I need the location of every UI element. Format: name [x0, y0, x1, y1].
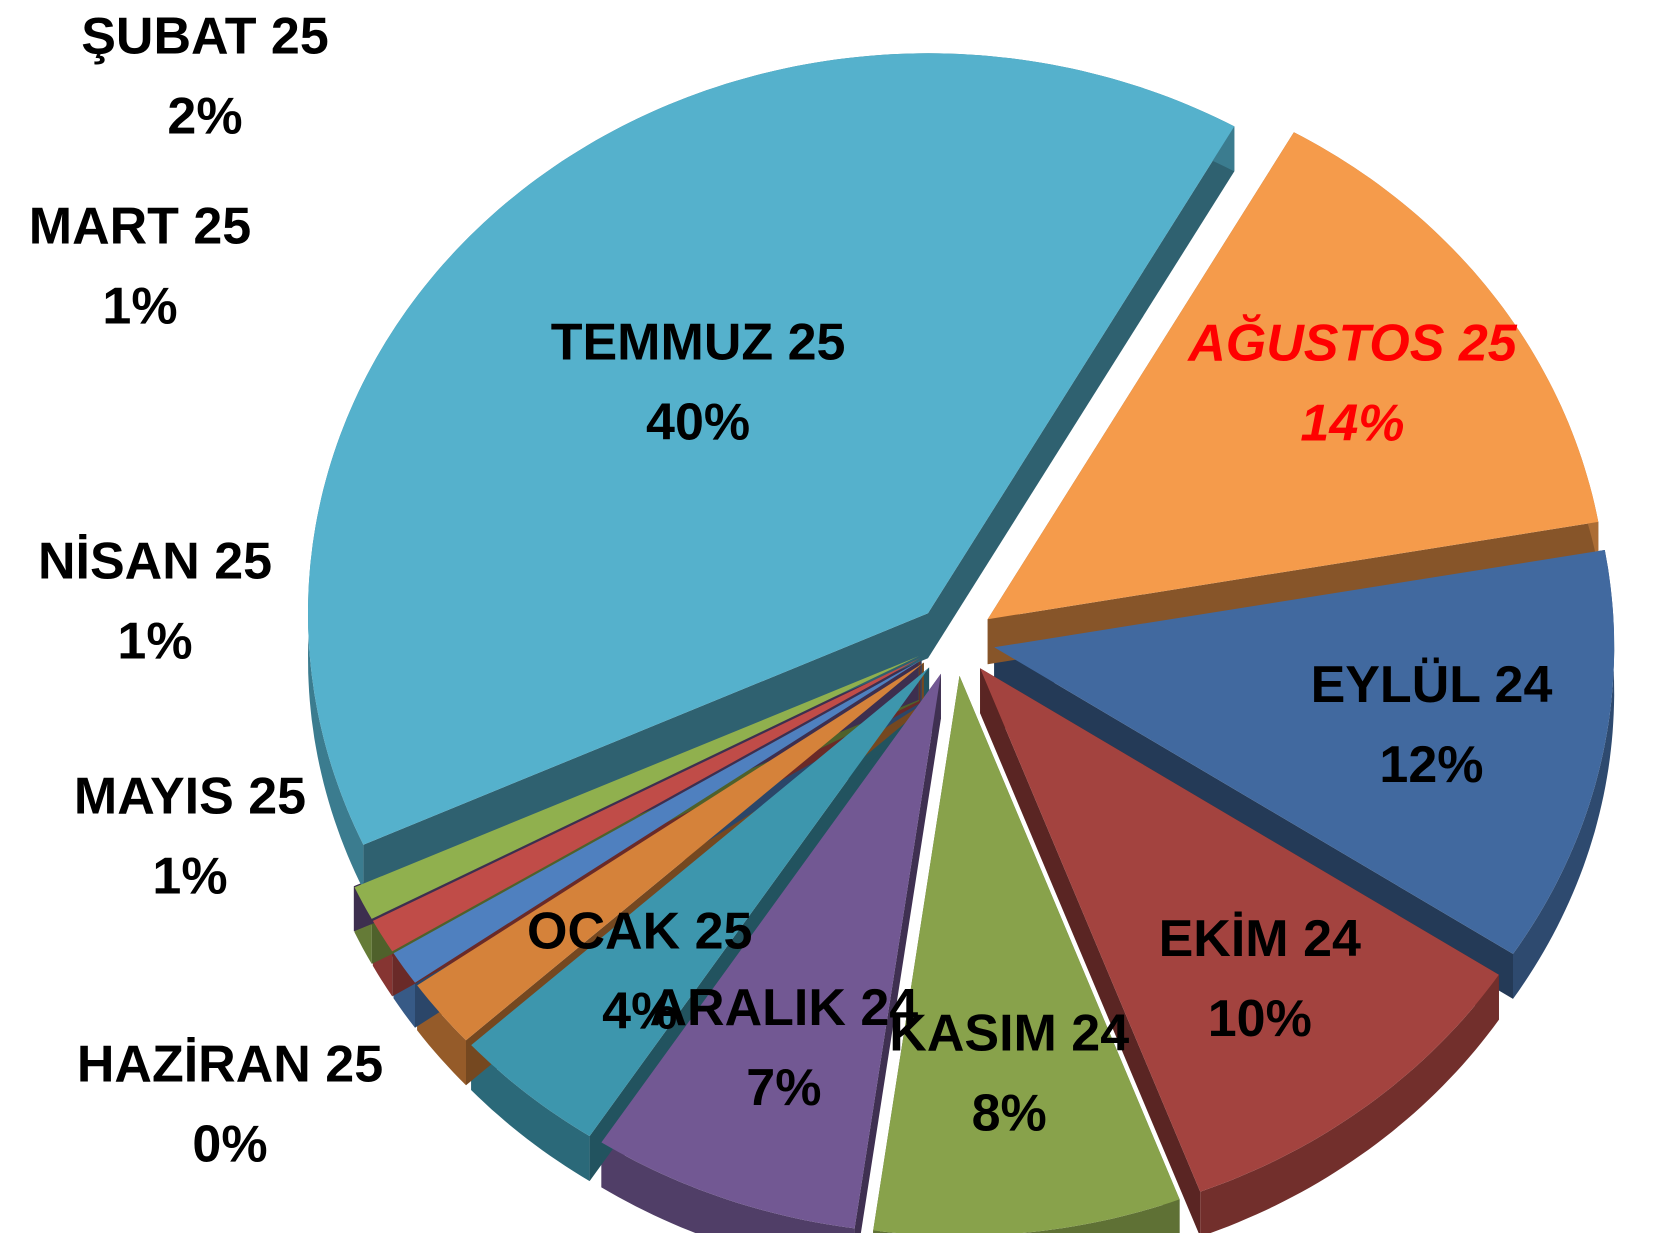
slice: [372, 658, 921, 952]
value-label: 1%: [117, 613, 192, 671]
category-label: AĞUSTOS 25: [1186, 313, 1518, 372]
value-label: 7%: [746, 1059, 821, 1117]
value-label: 8%: [972, 1084, 1047, 1142]
category-label: HAZİRAN 25: [77, 1036, 383, 1094]
category-label: KASIM 24: [889, 1004, 1129, 1062]
slice-edge: [928, 126, 1235, 659]
category-label: EKİM 24: [1159, 910, 1361, 968]
slice: [601, 673, 941, 1229]
slice-side: [601, 1142, 855, 1233]
slice: [393, 659, 922, 983]
value-label: 12%: [1379, 736, 1483, 794]
value-label: 1%: [152, 848, 227, 906]
value-label: 0%: [192, 1116, 267, 1174]
slice-edge: [363, 613, 928, 890]
slice: [873, 675, 1180, 1233]
slice: [353, 654, 919, 887]
value-label: 2%: [167, 88, 242, 146]
category-label: NİSAN 25: [38, 533, 272, 591]
slice-edge: [980, 668, 1201, 1233]
slice: [994, 550, 1615, 954]
slice-side: [1200, 974, 1499, 1233]
slice: [308, 53, 1235, 845]
slice-edge: [854, 673, 941, 1233]
slice-side: [1513, 550, 1615, 999]
category-label: ŞUBAT 25: [81, 8, 329, 66]
value-label: 1%: [102, 278, 177, 336]
value-label: 14%: [1300, 394, 1404, 452]
value-label: 4%: [602, 982, 677, 1040]
slice: [987, 132, 1599, 620]
category-label: TEMMUZ 25: [551, 314, 846, 372]
category-label: MAYIS 25: [74, 768, 306, 826]
value-label: 10%: [1208, 990, 1312, 1048]
slice: [417, 662, 924, 1041]
value-label: 40%: [646, 394, 750, 452]
category-label: MART 25: [29, 198, 251, 256]
slice: [471, 667, 930, 1137]
slice: [354, 656, 920, 919]
category-label: ARALIK 24: [650, 979, 919, 1037]
slice-side: [873, 1199, 1180, 1233]
category-label: OCAK 25: [527, 902, 752, 960]
slice-side: [471, 1045, 590, 1182]
slice: [980, 668, 1499, 1192]
category-label: EYLÜL 24: [1311, 656, 1553, 714]
